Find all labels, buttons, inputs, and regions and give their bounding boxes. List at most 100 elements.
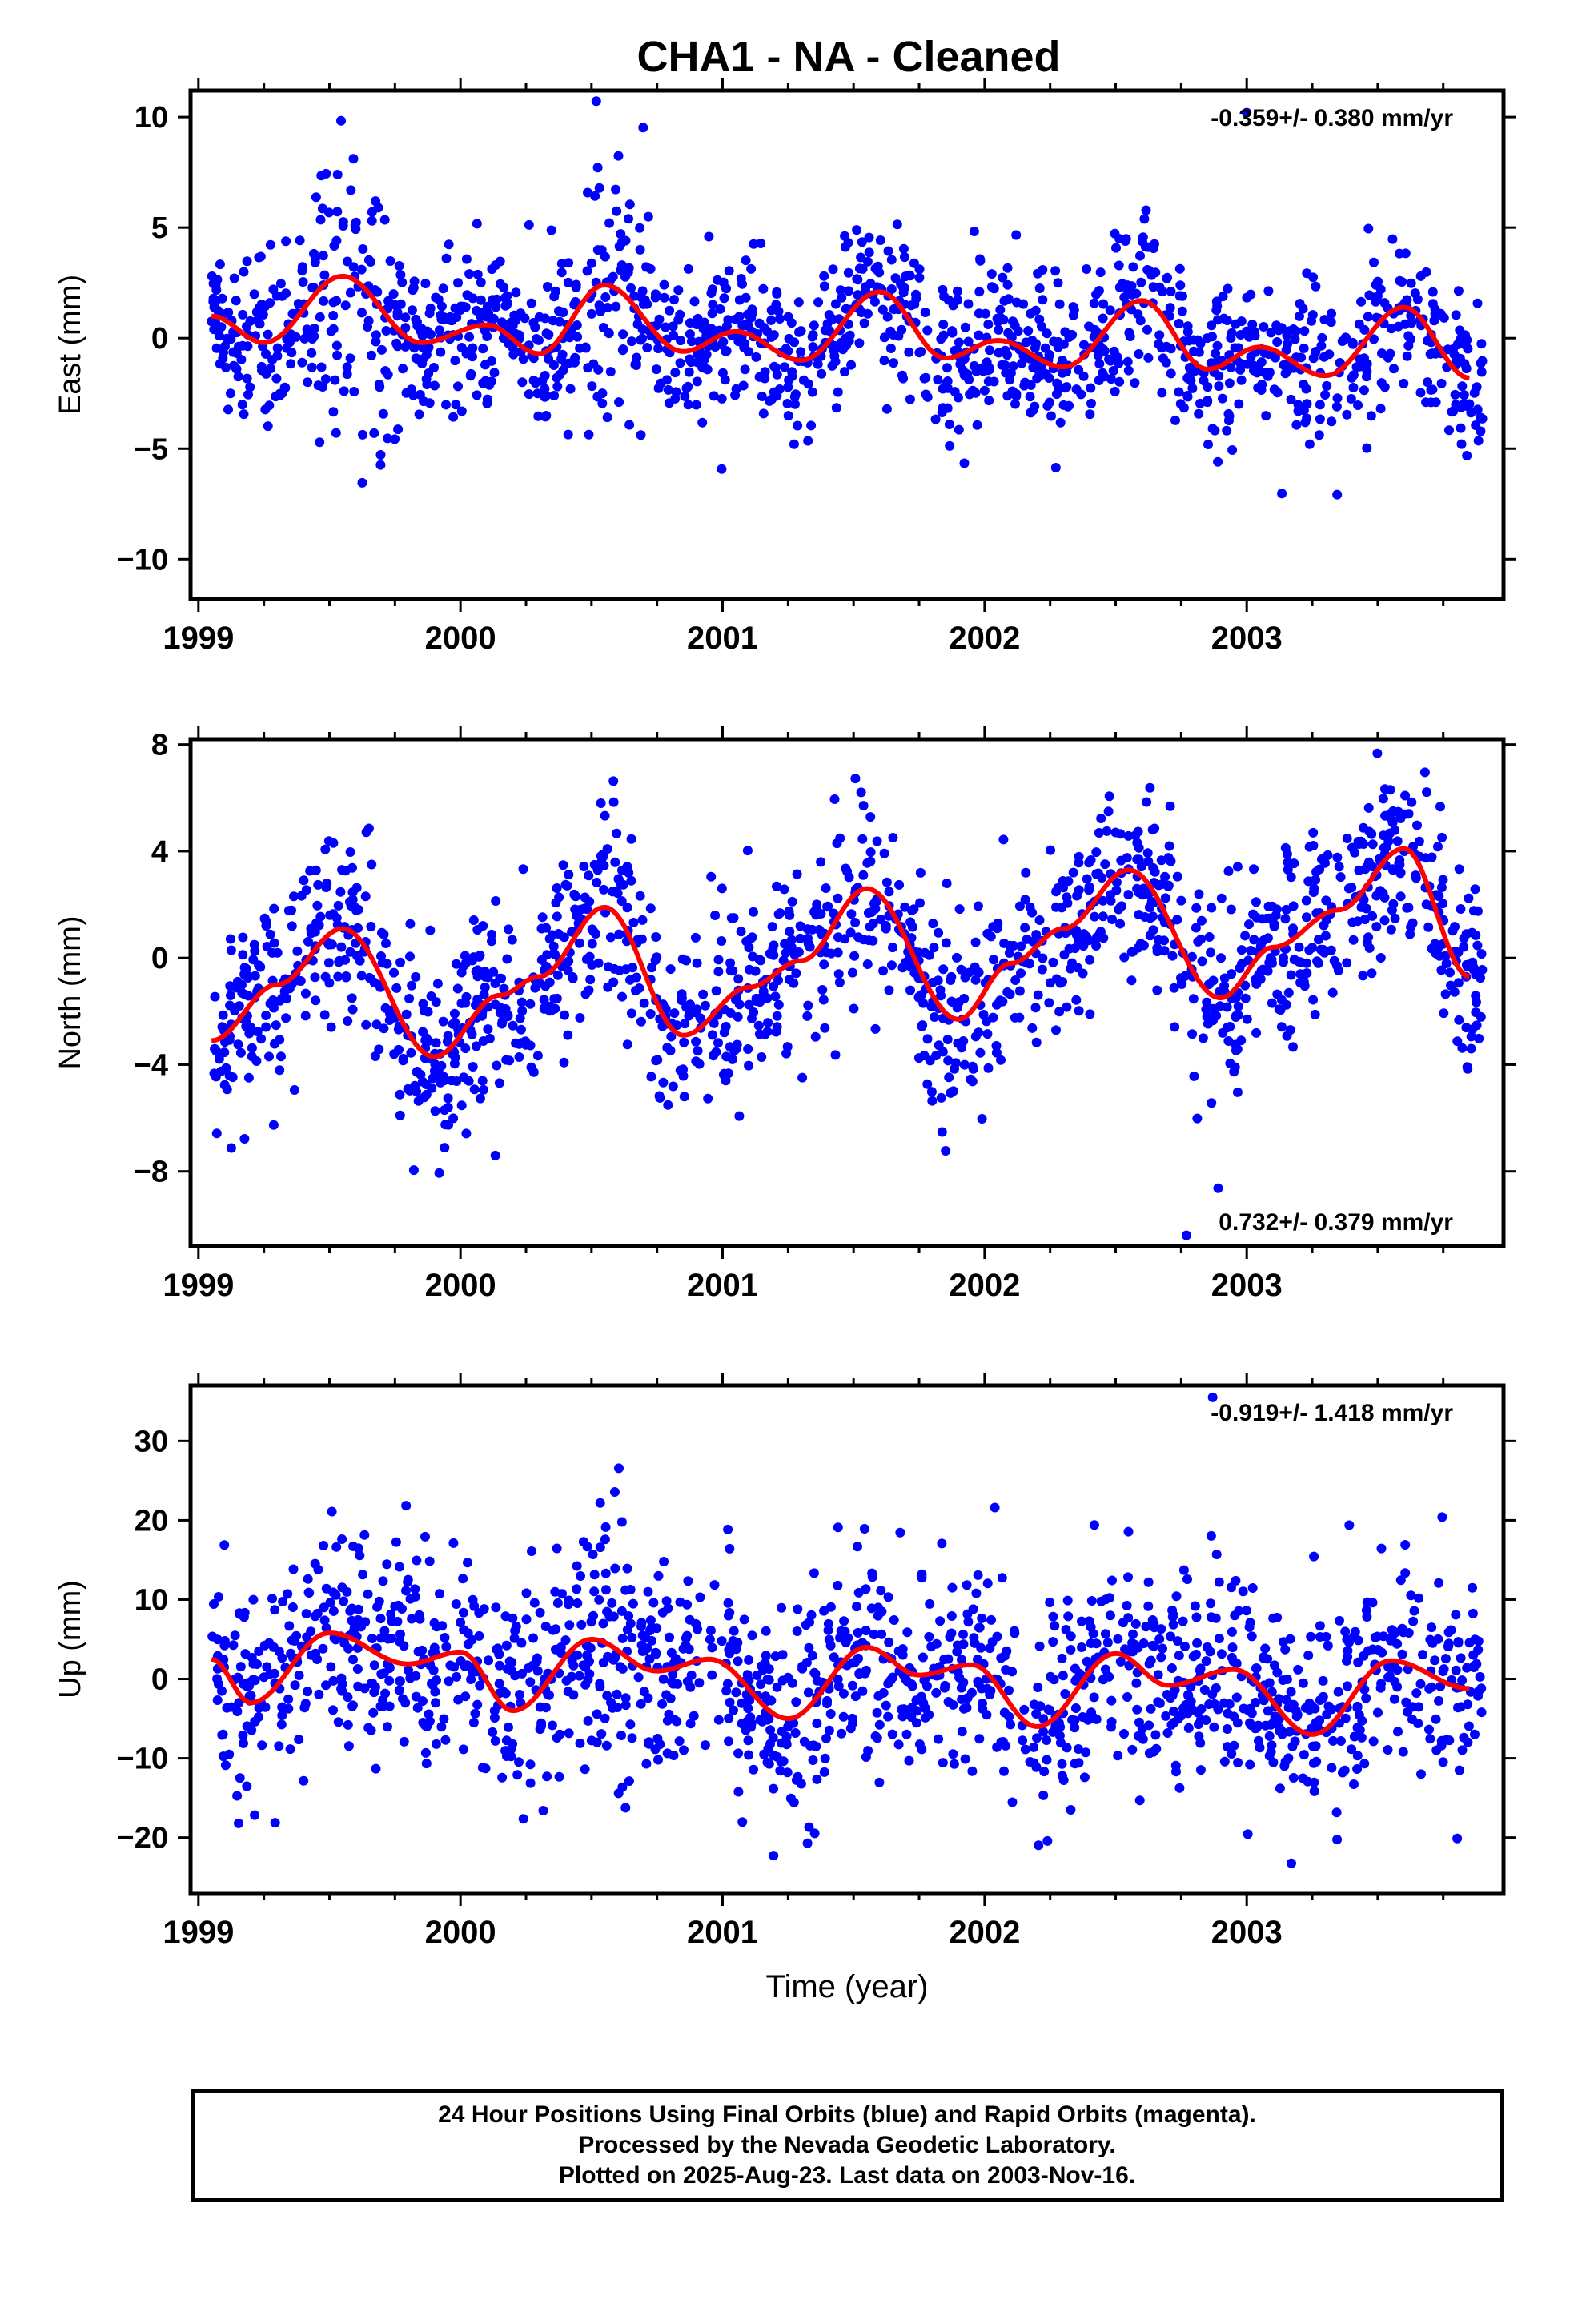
data-point: [1175, 399, 1186, 409]
data-point: [764, 1759, 774, 1769]
data-point: [399, 1736, 409, 1747]
data-point: [1090, 324, 1100, 335]
data-point: [1020, 1744, 1030, 1755]
data-point: [1166, 287, 1176, 296]
data-point: [524, 219, 534, 230]
data-point: [326, 1022, 336, 1032]
data-point: [853, 932, 864, 943]
data-point: [380, 366, 391, 376]
data-point: [398, 1694, 408, 1704]
data-point: [552, 970, 563, 980]
data-point: [314, 1689, 324, 1699]
data-point: [372, 1602, 383, 1612]
data-point: [356, 264, 367, 275]
data-point: [568, 973, 578, 983]
data-point: [409, 276, 420, 287]
data-point: [1436, 378, 1447, 388]
data-point: [1359, 1651, 1369, 1661]
data-point: [653, 1755, 663, 1765]
data-point: [398, 1055, 408, 1066]
data-point: [525, 999, 536, 1009]
data-point: [1011, 230, 1022, 240]
x-tick-label: 1999: [163, 1268, 234, 1303]
data-point: [733, 1656, 743, 1667]
data-point: [941, 938, 951, 948]
data-point: [733, 974, 744, 984]
data-point: [555, 1729, 565, 1739]
data-point: [394, 261, 404, 271]
data-point: [1094, 828, 1104, 838]
data-point: [1105, 1610, 1115, 1621]
data-point: [1187, 1029, 1198, 1039]
data-point: [1398, 1747, 1408, 1757]
data-point: [1363, 223, 1374, 234]
data-point: [284, 1621, 295, 1631]
data-point: [1154, 339, 1164, 349]
data-point: [1401, 1697, 1411, 1707]
data-point: [290, 1636, 300, 1646]
data-point: [968, 1604, 978, 1614]
data-point: [1070, 1703, 1081, 1713]
data-point: [945, 440, 955, 451]
data-point: [219, 1047, 230, 1058]
data-point: [1207, 903, 1217, 913]
data-point: [239, 409, 249, 420]
data-point: [791, 1697, 801, 1707]
data-point: [1367, 968, 1377, 979]
data-point: [904, 1755, 914, 1766]
data-point: [1407, 1715, 1417, 1724]
data-point: [521, 1588, 532, 1598]
data-point: [328, 1587, 339, 1598]
y-axis-label: North (mm): [54, 915, 87, 1069]
data-point: [646, 1072, 656, 1082]
data-point: [336, 1673, 347, 1683]
data-point: [783, 312, 793, 322]
data-point: [1211, 1683, 1221, 1693]
data-point: [395, 1089, 405, 1100]
data-point: [874, 1719, 885, 1730]
data-point: [358, 429, 367, 440]
data-point: [576, 1571, 585, 1581]
data-point: [858, 801, 869, 811]
y-tick-label: 10: [135, 101, 168, 135]
data-point: [1444, 425, 1454, 436]
data-point: [1060, 1689, 1070, 1699]
data-point: [1031, 1037, 1042, 1047]
data-point: [1302, 912, 1311, 923]
data-point: [514, 1757, 524, 1767]
data-point: [490, 1150, 500, 1160]
data-point: [475, 1680, 485, 1691]
data-point: [864, 247, 874, 258]
data-point: [412, 1703, 423, 1713]
data-point: [1184, 336, 1194, 346]
data-point: [1462, 961, 1472, 971]
data-point: [345, 847, 355, 857]
data-point: [595, 1542, 605, 1553]
data-point: [488, 1727, 498, 1737]
data-point: [366, 974, 376, 984]
data-point: [897, 370, 907, 380]
data-point: [381, 326, 391, 336]
data-point: [1106, 895, 1116, 906]
data-point: [739, 1614, 749, 1625]
data-point: [830, 299, 841, 309]
data-point: [428, 1679, 438, 1690]
data-point: [779, 884, 789, 895]
data-point: [299, 333, 310, 344]
data-point: [766, 305, 777, 316]
data-point: [1018, 1735, 1028, 1746]
data-point: [1216, 953, 1226, 963]
data-point: [1074, 885, 1084, 895]
data-point: [643, 1586, 653, 1597]
data-point: [1423, 377, 1433, 388]
data-point: [885, 326, 896, 336]
data-point: [1359, 1684, 1370, 1695]
data-point: [317, 203, 327, 214]
data-point: [1119, 952, 1130, 963]
data-point: [974, 1734, 985, 1744]
data-point: [721, 1076, 731, 1086]
data-point: [992, 923, 1002, 934]
data-point: [541, 328, 552, 339]
data-point: [453, 278, 463, 288]
data-point: [1430, 304, 1440, 315]
